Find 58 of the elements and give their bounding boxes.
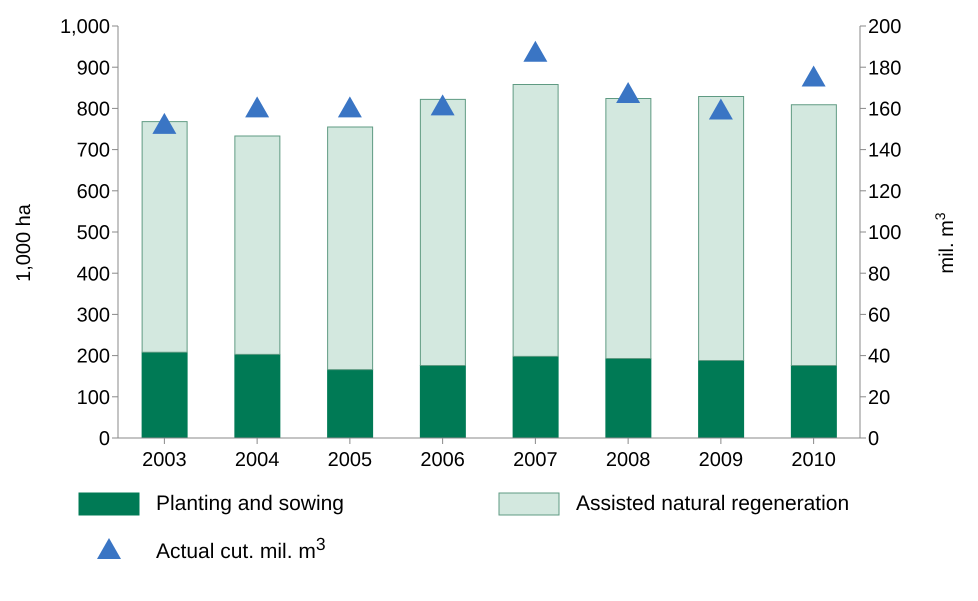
y-tick-label: 900 (76, 57, 110, 80)
y2-tick-label: 100 (868, 222, 902, 244)
bar (234, 354, 280, 438)
legend-label: Actual cut. mil. m$^{3}$ (156, 534, 326, 564)
y-axis-title: 1,000 ha (13, 203, 35, 282)
y2-tick-label: 40 (868, 346, 890, 368)
bar (420, 98, 466, 366)
y2-tick-label: 160 (868, 98, 902, 120)
legend-label: Assisted natural regeneration (576, 492, 850, 516)
y2-tick-label: 180 (868, 57, 902, 80)
bar (790, 104, 837, 366)
y-tick-label: 600 (76, 180, 110, 203)
x-tick-label: 2004 (234, 449, 280, 472)
bar (698, 360, 744, 438)
y-tick-label: 1,000 (60, 16, 110, 38)
y2-tick-label: 20 (868, 386, 890, 409)
y2-tick-label: 140 (868, 140, 902, 162)
point (708, 98, 733, 120)
x-tick-label: 2008 (606, 449, 650, 472)
y-tick-label: 500 (76, 222, 110, 244)
bar (605, 358, 652, 438)
y2-tick-label: 120 (868, 180, 902, 203)
y-tick-label: 0 (98, 428, 110, 450)
x-tick-label: 2006 (420, 449, 465, 472)
y-tick-label: 400 (76, 263, 110, 286)
point (430, 94, 455, 116)
bar (234, 136, 280, 355)
y-tick-label: 800 (76, 98, 110, 120)
y2-tick-label: 200 (868, 16, 902, 38)
bar (698, 96, 744, 362)
x-tick-label: 2003 (142, 449, 187, 472)
point (338, 96, 362, 118)
point (523, 40, 548, 62)
legend-label: Planting and sowing (156, 492, 344, 516)
bar (142, 352, 188, 438)
bar (420, 364, 466, 438)
bar (327, 369, 374, 438)
y-tick-label: 200 (76, 346, 110, 368)
bar (512, 356, 559, 438)
y2-tick-label: 0 (868, 428, 880, 450)
y-tick-label: 300 (76, 304, 110, 326)
point (802, 66, 826, 86)
point (616, 82, 640, 103)
bar (512, 84, 559, 357)
y-tick-label: 100 (76, 386, 110, 409)
bar (142, 121, 188, 353)
y2-tick-label: 80 (868, 263, 890, 286)
point (152, 112, 176, 134)
bar (605, 98, 652, 359)
bar (327, 126, 374, 370)
x-tick-label: 2009 (698, 449, 744, 472)
bar (790, 364, 837, 438)
point (245, 96, 270, 118)
x-tick-label: 2007 (513, 449, 558, 472)
y-tick-label: 700 (76, 140, 110, 162)
y2-tick-label: 60 (868, 304, 890, 326)
x-tick-label: 2005 (328, 449, 372, 472)
x-tick-label: 2010 (791, 449, 836, 472)
